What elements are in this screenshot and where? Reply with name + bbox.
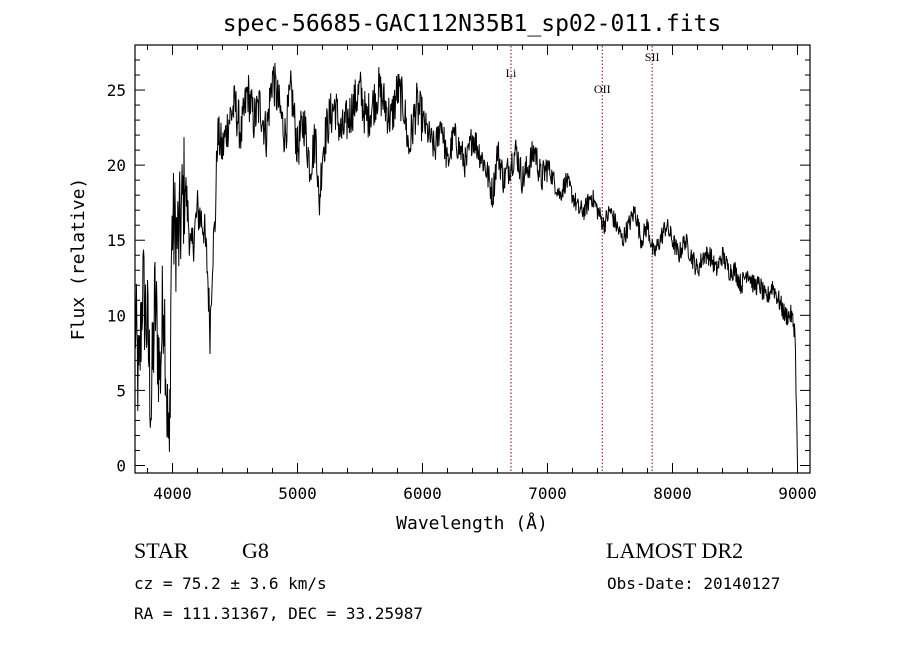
redshift-velocity: cz = 75.2 ± 3.6 km/s — [134, 574, 327, 593]
x-tick-label: 6000 — [403, 484, 442, 503]
x-tick-label: 8000 — [653, 484, 692, 503]
y-axis-label: Flux (relative) — [68, 178, 89, 341]
x-tick-label: 9000 — [778, 484, 817, 503]
spectrum-line — [134, 62, 798, 466]
x-tick-label: 7000 — [528, 484, 567, 503]
sky-coordinates: RA = 111.31367, DEC = 33.25987 — [134, 604, 423, 623]
y-tick-label: 15 — [107, 231, 126, 250]
y-tick-label: 10 — [107, 306, 126, 325]
y-tick-label: 5 — [116, 381, 126, 400]
object-class: STAR — [134, 538, 189, 563]
observation-date: Obs-Date: 20140127 — [607, 574, 781, 593]
x-tick-label: 5000 — [278, 484, 317, 503]
object-subclass: G8 — [242, 538, 269, 563]
survey-name: LAMOST DR2 — [606, 538, 744, 563]
y-tick-label: 20 — [107, 156, 126, 175]
x-tick-label: 4000 — [153, 484, 192, 503]
chart-title: spec-56685-GAC112N35B1_sp02-011.fits — [223, 11, 722, 37]
y-tick-label: 0 — [116, 456, 126, 475]
x-axis-label: Wavelength (Å) — [396, 512, 548, 534]
line-label-sii: SII — [645, 50, 660, 64]
line-label-oii: OII — [594, 82, 611, 96]
y-tick-label: 25 — [107, 81, 126, 100]
line-label-li: Li — [506, 66, 517, 80]
